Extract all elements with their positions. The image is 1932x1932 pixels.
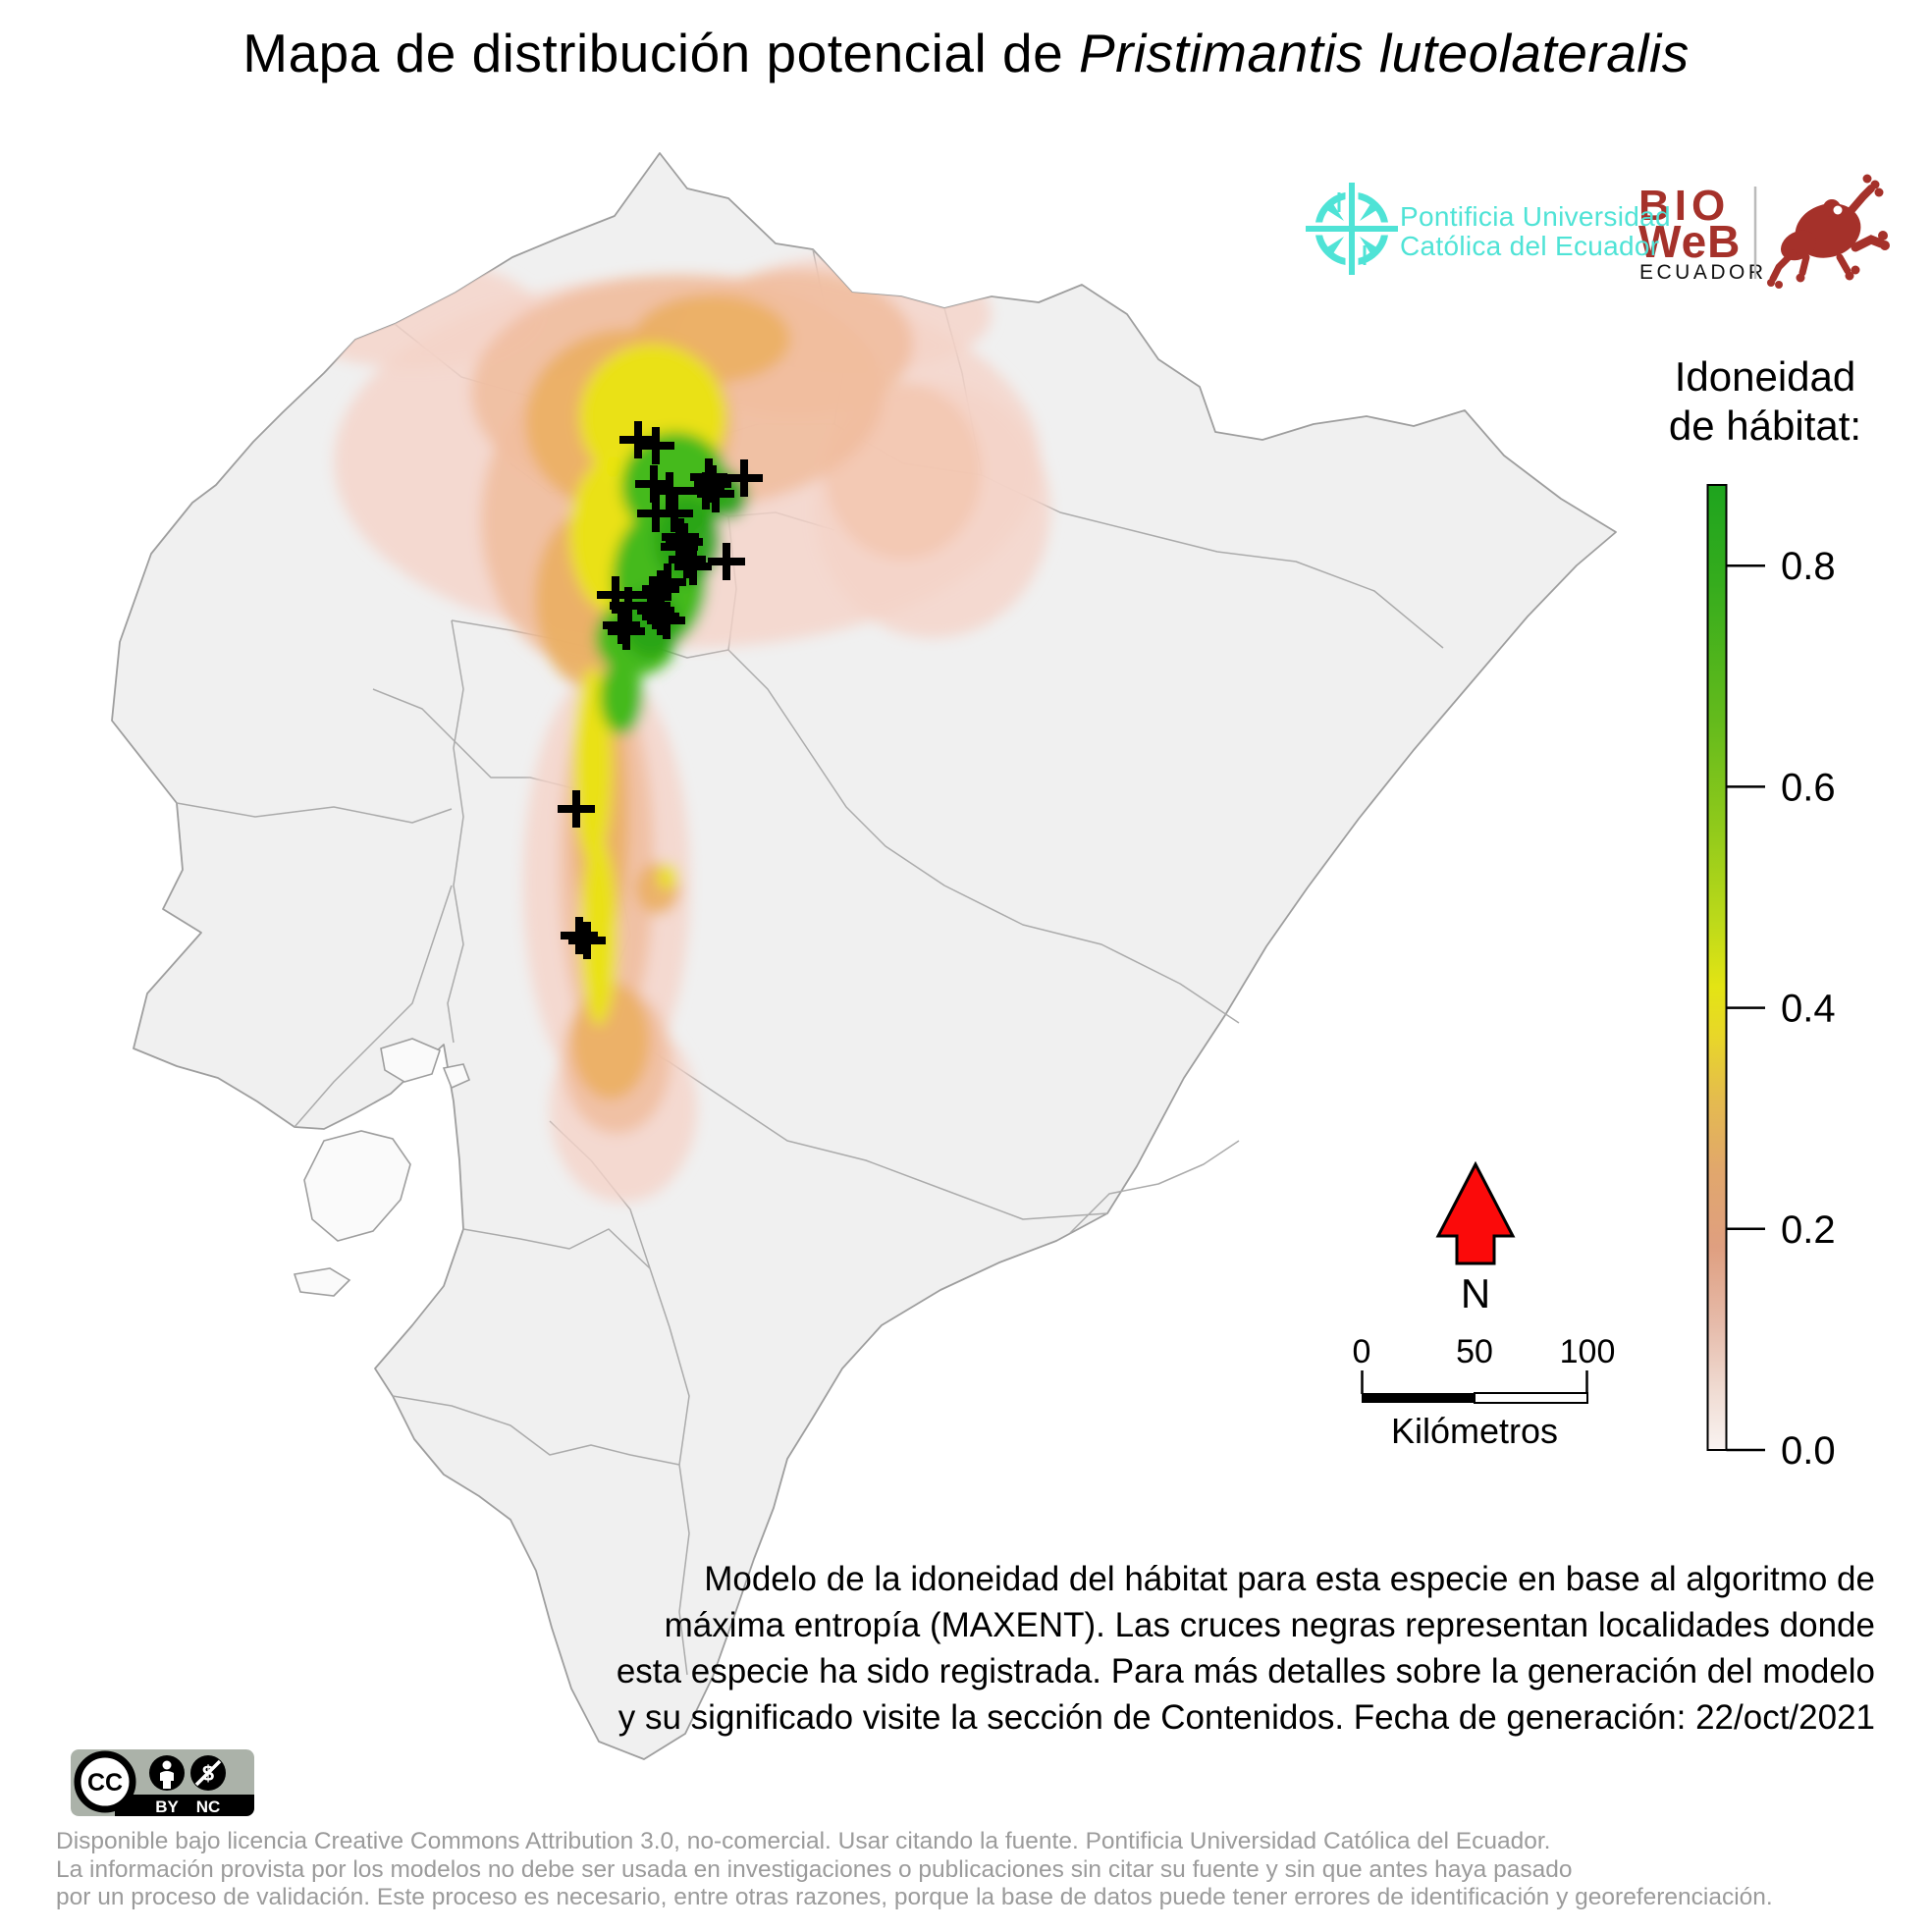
nc-dollar-icon: $ <box>190 1755 226 1791</box>
cc-icon: CC <box>74 1750 136 1813</box>
occurrence-cross <box>648 602 685 639</box>
gulf-islands <box>293 1038 471 1297</box>
puce-text-line2: Católica del Ecuador <box>1400 231 1660 261</box>
page-title: Mapa de distribución potencial de Pristi… <box>0 22 1932 84</box>
description-line: esta especie ha sido registrada. Para má… <box>616 1652 1875 1690</box>
occurrence-cross <box>603 607 640 644</box>
puce-logo-text: Pontificia Universidad Católica del Ecua… <box>1400 202 1671 261</box>
scale-unit-label: Kilómetros <box>1391 1411 1558 1451</box>
by-label: BY <box>155 1798 179 1816</box>
license-line: La información provista por los modelos … <box>56 1855 1573 1883</box>
occurrence-cross <box>708 543 745 580</box>
license-line: por un proceso de validación. Este proce… <box>56 1884 1773 1910</box>
occurrence-cross <box>561 917 598 954</box>
occurrence-cross <box>619 421 657 458</box>
occurrence-cross <box>651 472 688 510</box>
bioweb-word-web: WeB <box>1638 216 1741 267</box>
occurrence-cross <box>568 922 606 959</box>
legend-title-line1: Idoneidad <box>1675 353 1856 400</box>
bioweb-word-bio: BIO <box>1638 182 1730 230</box>
legend-ticks: 0.8 0.6 0.4 0.2 0.0 <box>1726 545 1836 1473</box>
north-arrow: N <box>1435 1160 1516 1316</box>
occurrence-cross <box>674 548 712 585</box>
legend-colorbar: 0.8 0.6 0.4 0.2 0.0 <box>1706 484 1836 1473</box>
legend-tick-label: 0.4 <box>1781 988 1836 1031</box>
scale-bar: 0 50 100 Kilómetros <box>1353 1333 1616 1451</box>
scale-tick-100: 100 <box>1560 1333 1616 1370</box>
legend-tick-label: 0.2 <box>1781 1208 1836 1252</box>
license-line: Disponible bajo licencia Creative Common… <box>56 1828 1551 1854</box>
occurrence-cross <box>637 427 674 464</box>
description-line: y su significado visite la sección de Co… <box>617 1698 1875 1737</box>
occurrence-cross <box>669 541 706 578</box>
nc-label: NC <box>196 1798 221 1816</box>
title-prefix: Mapa de distribución potencial de <box>242 23 1079 83</box>
scale-tick-0: 0 <box>1353 1333 1371 1370</box>
occurrence-cross <box>697 475 734 512</box>
description-line: máxima entropía (MAXENT). Las cruces neg… <box>664 1606 1875 1644</box>
by-person-icon <box>149 1755 185 1791</box>
north-arrow-icon <box>1435 1160 1516 1265</box>
puce-logo-icon <box>1306 183 1398 275</box>
license-text: Disponible bajo licencia Creative Common… <box>56 1828 1902 1912</box>
occurrence-cross <box>558 790 595 828</box>
bioweb-logo: BIO WeB ECUADOR <box>1638 174 1890 289</box>
occurrence-cross <box>608 613 645 650</box>
occurrence-cross <box>725 459 763 497</box>
title-species-name: Pristimantis luteolateralis <box>1078 23 1690 83</box>
puce-text-line1: Pontificia Universidad <box>1400 201 1671 232</box>
cc-license-badge: CC $ BY NC <box>71 1749 254 1821</box>
bioweb-word-ecuador: ECUADOR <box>1639 261 1767 284</box>
north-label: N <box>1461 1270 1490 1316</box>
occurrence-crosses <box>558 421 763 959</box>
scale-tick-50: 50 <box>1456 1333 1493 1370</box>
description-line: Modelo de la idoneidad del hábitat para … <box>704 1560 1875 1598</box>
legend-tick-label: 0.8 <box>1781 545 1836 588</box>
model-description: Modelo de la idoneidad del hábitat para … <box>579 1556 1875 1741</box>
frog-icon <box>1767 174 1890 289</box>
legend-tick-label: 0.6 <box>1781 766 1836 809</box>
legend-title-line2: de hábitat: <box>1669 402 1861 449</box>
occurrence-cross <box>656 495 693 532</box>
svg-text:CC: CC <box>87 1769 123 1797</box>
legend-tick-label: 0.0 <box>1781 1429 1836 1473</box>
